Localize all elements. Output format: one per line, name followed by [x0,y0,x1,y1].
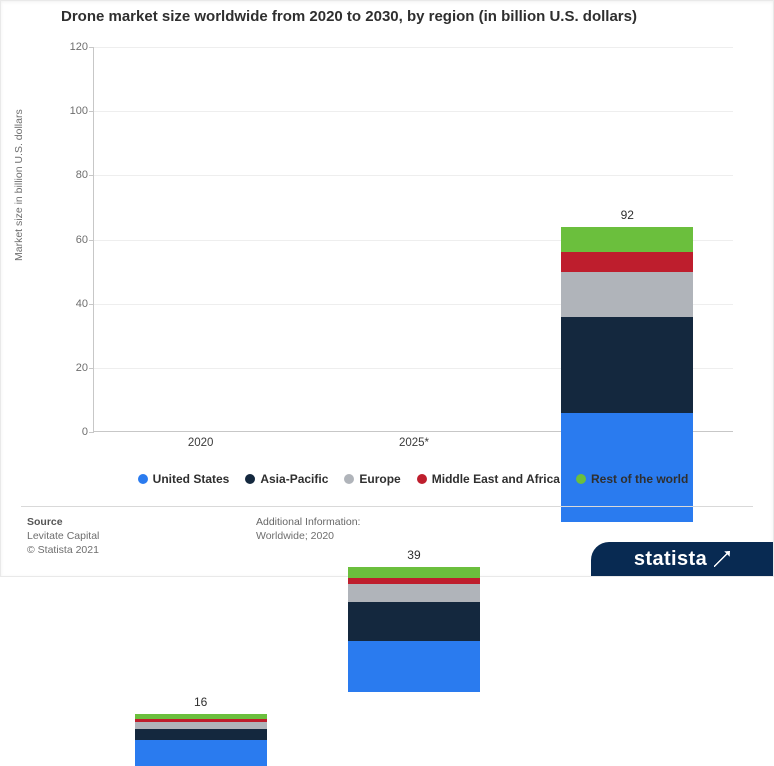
info-line: Worldwide; 2020 [256,529,360,543]
legend-label: Middle East and Africa [432,472,560,486]
bar-group: 92 [561,136,693,431]
legend-label: United States [153,472,230,486]
chart-title: Drone market size worldwide from 2020 to… [61,8,637,25]
bar-segment [348,566,480,578]
legend-item: Asia-Pacific [245,471,328,486]
y-tick-label: 0 [58,426,88,438]
legend-swatch [576,474,586,484]
y-tick-mark [89,47,94,48]
y-tick-label: 100 [58,105,88,117]
legend: United States Asia-Pacific Europe Middle Ea… [93,471,733,486]
legend-label: Rest of the world [591,472,688,486]
legend-item: United States [138,471,230,486]
bar-segment [135,721,267,728]
info-heading: Additional Information: [256,515,360,529]
bar-segment [348,577,480,584]
brand-badge: statista [591,542,773,576]
bar-segment [561,271,693,317]
x-tick-label: 2025* [399,437,429,449]
chart-card: Drone market size worldwide from 2020 to… [0,0,774,577]
gridline [94,111,733,112]
y-tick-mark [89,240,94,241]
y-tick-label: 60 [58,234,88,246]
y-tick-mark [89,432,94,433]
y-axis-label: Market size in billion U.S. dollars [13,109,25,261]
brand-arrow-icon [714,551,730,567]
legend-item: Europe [344,471,400,486]
bar-segment [348,601,480,641]
footer-source: Source Levitate Capital © Statista 2021 [27,515,99,558]
bar-group: 16 [135,380,267,431]
legend-swatch [138,474,148,484]
y-tick-label: 120 [58,41,88,53]
bar-segment [561,316,693,413]
bar-segment [135,728,267,740]
bar-segment [348,640,480,692]
bar-total-label: 16 [194,695,207,709]
plot-area: 0204060801001202020162025*392030*92 [93,47,733,432]
y-tick-label: 80 [58,169,88,181]
bar-segment [348,583,480,602]
y-tick-mark [89,304,94,305]
y-tick-label: 40 [58,298,88,310]
brand-name: statista [634,548,707,571]
source-line: Levitate Capital [27,529,99,543]
legend-label: Asia-Pacific [260,472,328,486]
legend-swatch [245,474,255,484]
legend-swatch [417,474,427,484]
bar-total-label: 39 [407,548,420,562]
x-tick-label: 2020 [188,437,214,449]
bar-segment [561,251,693,271]
legend-item: Rest of the world [576,471,688,486]
bar-segment [135,739,267,766]
bar-segment [135,713,267,719]
footer-divider [21,506,753,507]
y-tick-mark [89,175,94,176]
source-heading: Source [27,515,99,529]
y-tick-mark [89,111,94,112]
legend-swatch [344,474,354,484]
y-tick-label: 20 [58,362,88,374]
legend-item: Middle East and Africa [417,471,560,486]
bar-total-label: 92 [621,208,634,222]
bar-segment [561,226,693,253]
bar-group: 39 [348,306,480,431]
footer-info: Additional Information: Worldwide; 2020 [256,515,360,543]
y-tick-mark [89,368,94,369]
gridline [94,47,733,48]
copyright: © Statista 2021 [27,543,99,557]
legend-label: Europe [359,472,400,486]
